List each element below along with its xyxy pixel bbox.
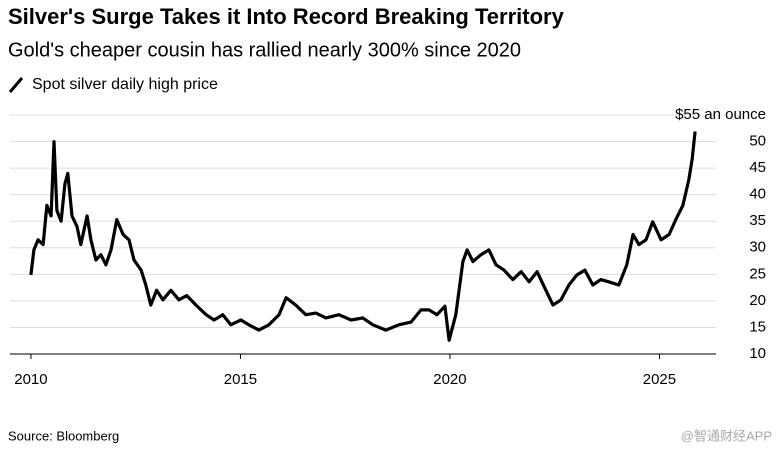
x-tick-label: 2015 <box>224 371 257 388</box>
y-tick-label: 30 <box>749 239 766 256</box>
y-tick-label: 50 <box>749 133 766 150</box>
chart-subtitle: Gold's cheaper cousin has rallied nearly… <box>8 39 521 61</box>
y-tick-label: 15 <box>749 318 766 335</box>
source: Source: Bloomberg <box>8 428 119 443</box>
x-tick-label: 2010 <box>14 371 47 388</box>
x-tick-label: 2020 <box>433 371 466 388</box>
y-tick-label: 20 <box>749 292 766 309</box>
legend-label: Spot silver daily high price <box>32 76 218 93</box>
y-tick-label: 25 <box>749 265 766 282</box>
y-tick-label: $55 an ounce <box>675 106 766 123</box>
price-line <box>29 131 697 342</box>
y-tick-label: 45 <box>749 159 766 176</box>
legend-icon <box>8 77 24 93</box>
y-tick-label: 40 <box>749 186 766 203</box>
chart-title: Silver's Surge Takes it Into Record Brea… <box>8 4 565 29</box>
y-tick-label: 10 <box>749 345 766 362</box>
x-tick-label: 2025 <box>643 371 676 388</box>
y-tick-label: 35 <box>749 212 766 229</box>
watermark: @智通财经APP <box>681 428 772 443</box>
